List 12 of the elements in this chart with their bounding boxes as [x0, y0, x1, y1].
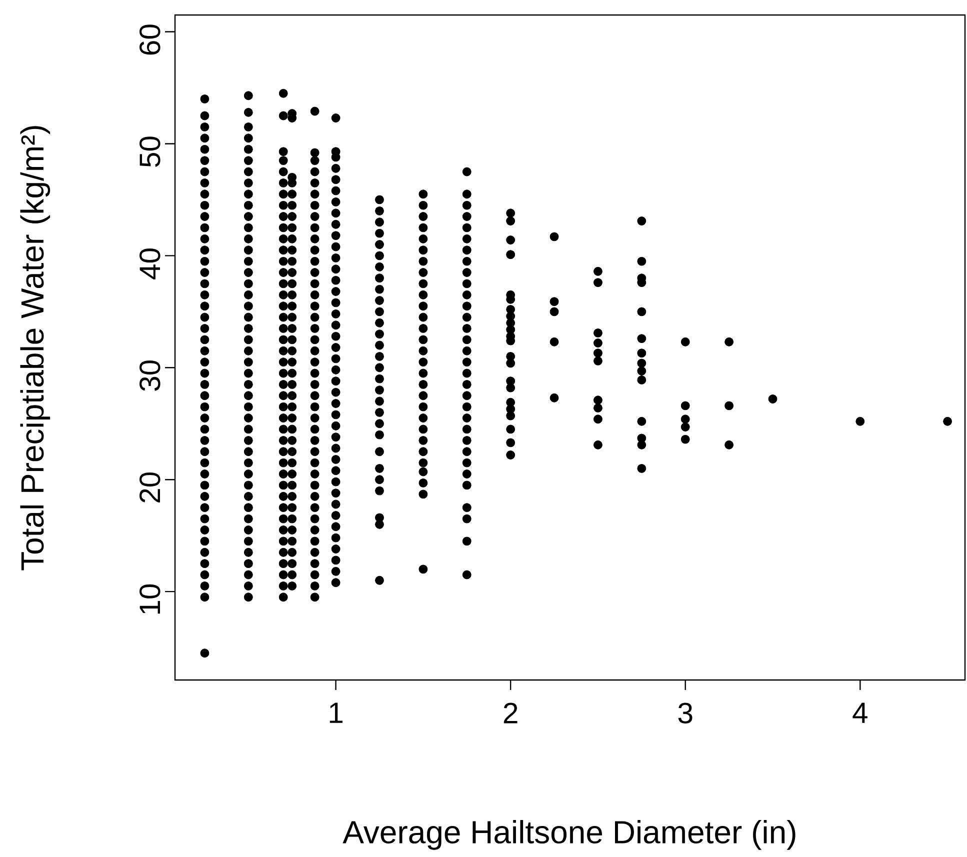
y-tick-label: 20: [140, 472, 160, 502]
y-tick-label: 40: [140, 248, 160, 280]
y-tick-label: 60: [140, 24, 160, 55]
x-tick-label: 3: [678, 702, 692, 724]
x-tick-label: 4: [852, 702, 868, 723]
x-tick-label: 1: [330, 702, 343, 723]
y-tick-label: 50: [140, 136, 160, 167]
y-axis-title: Total Preciptiable Water (kg/m²): [20, 126, 50, 570]
x-axis-title: Average Hailtsone Diameter (in): [342, 820, 796, 850]
y-tick-label: 10: [140, 584, 160, 614]
x-tick-label: 2: [504, 702, 518, 724]
y-tick-label: 30: [140, 360, 160, 391]
